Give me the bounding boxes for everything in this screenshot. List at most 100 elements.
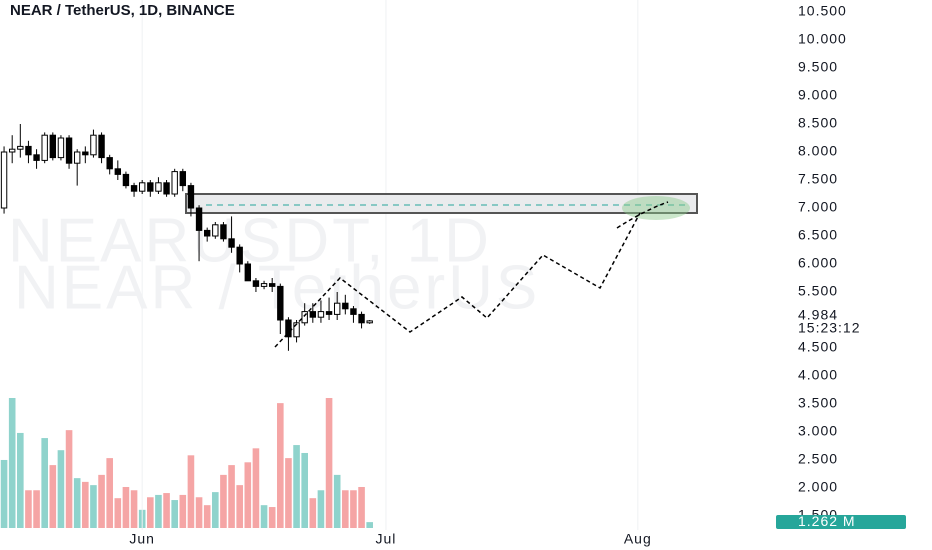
volume-bar: [366, 522, 373, 528]
volume-bar: [73, 478, 81, 528]
volume-bar: [260, 505, 268, 528]
candle-body: [138, 182, 146, 192]
projection-path: [274, 212, 641, 348]
candle-body: [236, 246, 243, 265]
candle-body: [8, 148, 16, 153]
volume-bar: [212, 492, 219, 528]
y-tick-label: 4.000: [798, 367, 838, 383]
volume-bar: [82, 481, 89, 528]
candle-body: [309, 311, 317, 318]
candle-body: [82, 151, 89, 156]
candle-body: [268, 283, 276, 287]
candle-body: [358, 313, 365, 324]
volume-label-box: [776, 515, 906, 529]
candle-body: [106, 157, 113, 170]
volume-bar: [33, 490, 40, 528]
volume-bar: [25, 490, 32, 528]
y-tick-label: 7.500: [798, 171, 838, 187]
volume-bar: [57, 450, 65, 528]
volume-bar: [90, 485, 97, 528]
candle-body: [155, 182, 162, 192]
volume-bar: [106, 458, 113, 528]
zone-box: [185, 193, 698, 214]
y-tick-label: 10.500: [798, 3, 847, 19]
target-highlight: [622, 196, 690, 220]
volume-bar: [309, 498, 317, 528]
candle-body: [147, 182, 154, 192]
volume-bar: [171, 500, 178, 528]
watermark: NEAR / TetherUS: [14, 253, 540, 322]
volume-bar: [333, 474, 341, 528]
candle-body: [317, 311, 325, 318]
y-tick-label: 2.500: [798, 451, 838, 467]
y-tick-label: 8.500: [798, 115, 838, 131]
volume-bar: [325, 398, 333, 528]
y-tick-label: 9.500: [798, 59, 838, 75]
candle-body: [25, 145, 32, 156]
y-tick-label: 6.000: [798, 255, 838, 271]
candle-body: [114, 168, 122, 175]
candle-body: [33, 154, 40, 161]
x-tick-label: Aug: [624, 531, 652, 547]
volume-bar: [147, 497, 154, 528]
candle-body: [17, 145, 24, 150]
candle-body: [0, 151, 8, 209]
volume-bar: [65, 430, 73, 528]
x-tick-label: Jul: [375, 531, 396, 547]
candle-body: [293, 322, 300, 338]
candle-body: [212, 224, 219, 237]
y-tick-label: 2.000: [798, 479, 838, 495]
volume-bar: [187, 455, 195, 528]
x-tick-label: Jun: [129, 531, 155, 547]
y-tick-label: 10.000: [798, 31, 847, 47]
candle-body: [366, 320, 373, 324]
candle-layer: [0, 124, 373, 351]
y-tick-label: 7.000: [798, 199, 838, 215]
candle-body: [260, 283, 268, 287]
volume-bar: [277, 403, 284, 528]
volume-bar: [0, 459, 8, 528]
volume-bar: [301, 452, 308, 528]
volume-bar: [203, 505, 211, 528]
volume-bar: [236, 485, 243, 528]
volume-bar: [228, 465, 235, 528]
candle-body: [98, 134, 105, 159]
volume-bar: [122, 486, 130, 528]
volume-bar: [179, 494, 187, 528]
volume-bar: [285, 458, 292, 528]
candle-body: [130, 185, 138, 192]
price-axis: 1.5002.0002.5003.0003.5004.0004.5005.000…: [776, 3, 910, 529]
y-tick-label: 9.000: [798, 87, 838, 103]
volume-bar: [293, 445, 300, 528]
candle-body: [252, 280, 260, 287]
candle-body: [350, 308, 357, 315]
candle-body: [65, 137, 73, 164]
candle-body: [195, 207, 203, 231]
category-layer: Jun Jul Aug: [129, 0, 651, 547]
candle-body: [333, 302, 341, 315]
projection-path: [616, 201, 669, 229]
candle-body: [203, 229, 211, 237]
last-price-label: 4.984: [798, 307, 838, 323]
volume-bar: [49, 465, 57, 528]
volume-bar: [358, 486, 365, 528]
y-tick-label: 5.500: [798, 283, 838, 299]
volume-bar: [268, 507, 276, 528]
volume-bar: [163, 493, 170, 528]
volume-label: 1.262 M: [798, 513, 856, 529]
volume-bar: [155, 494, 162, 528]
candle-body: [325, 311, 333, 315]
candle-body: [163, 182, 170, 195]
volume-bar: [8, 398, 16, 528]
candle-body: [277, 285, 284, 321]
y-tick-label: 4.500: [798, 339, 838, 355]
candle-body: [342, 302, 349, 310]
candle-body: [41, 134, 48, 161]
volume-bar: [41, 438, 48, 528]
countdown-label: 15:23:12: [798, 320, 861, 336]
volume-bar: [17, 432, 24, 528]
volume-bar: [220, 474, 227, 528]
volume-bar: [342, 490, 349, 528]
